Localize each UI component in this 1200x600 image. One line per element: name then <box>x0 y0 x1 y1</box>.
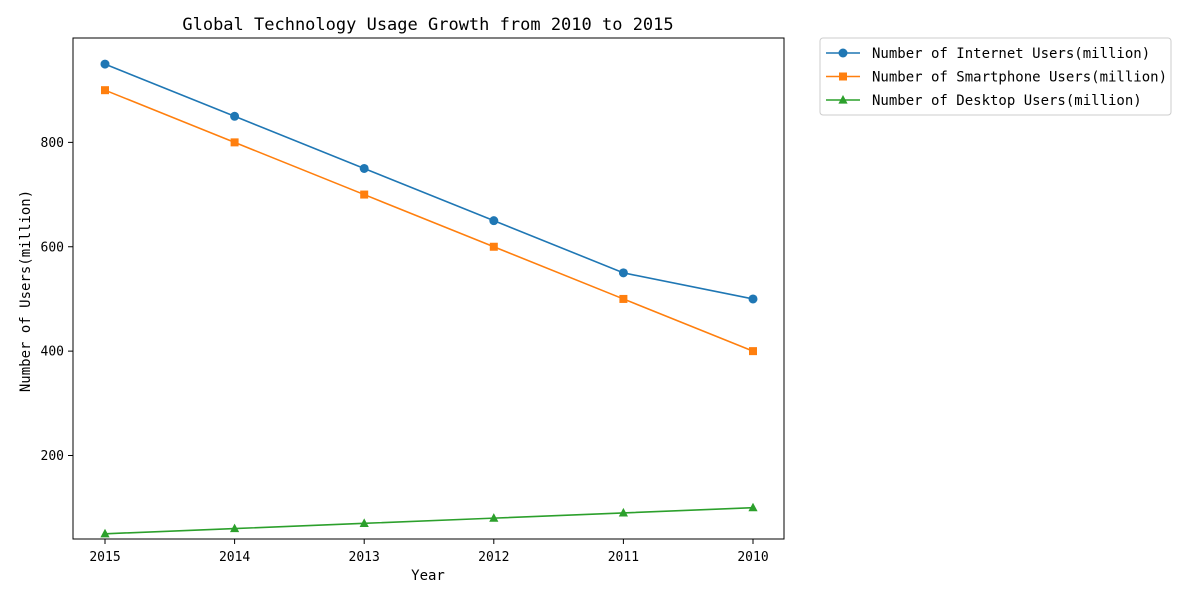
series-point <box>618 507 628 517</box>
legend-entry-label: Number of Smartphone Users(million) <box>872 70 1167 86</box>
series-point <box>230 523 240 533</box>
series-point <box>101 86 109 95</box>
series-point <box>748 294 758 304</box>
x-tick-label: 2013 <box>349 550 380 565</box>
legend-entry-label: Number of Internet Users(million) <box>872 46 1150 62</box>
series-1 <box>100 59 758 304</box>
chart-title: Global Technology Usage Growth from 2010… <box>182 15 673 35</box>
legend-frame <box>819 37 1172 116</box>
data-series <box>100 59 758 538</box>
series-point <box>749 347 757 356</box>
legend-entry-label: Number of Desktop Users(million) <box>872 93 1142 109</box>
x-tick-label: 2010 <box>737 550 768 565</box>
series-point <box>489 216 499 226</box>
y-tick-label: 400 <box>41 345 64 360</box>
series-point <box>100 528 110 538</box>
x-axis-label: Year <box>411 568 445 584</box>
series-line <box>104 63 754 300</box>
x-tick-label: 2011 <box>608 550 639 565</box>
legend: Number of Internet Users(million) Number … <box>819 37 1172 116</box>
series-point <box>100 59 110 69</box>
plot-area-frame <box>72 37 785 540</box>
legend-marker <box>838 95 848 104</box>
series-point <box>489 513 499 522</box>
series-point <box>230 111 240 121</box>
series-point <box>360 190 369 199</box>
series-point <box>619 294 628 303</box>
y-tick-label: 200 <box>41 449 64 464</box>
x-tick-label: 2014 <box>219 550 250 565</box>
axes <box>72 37 785 540</box>
legend-marker <box>839 72 847 81</box>
legend-marker <box>838 48 848 58</box>
series-point <box>359 163 369 173</box>
series-point <box>489 242 498 251</box>
series-point <box>230 138 239 147</box>
series-line <box>104 89 754 352</box>
axis-ticks: 2015 2014 2013 2012 2011 2010 200 400 600 800 <box>41 136 769 565</box>
y-tick-label: 800 <box>41 136 64 151</box>
series-point <box>748 502 758 512</box>
x-tick-label: 2015 <box>89 550 120 565</box>
series-3 <box>100 502 758 538</box>
x-tick-label: 2012 <box>478 550 509 565</box>
series-point <box>618 268 628 278</box>
y-tick-label: 600 <box>41 240 64 255</box>
y-axis-label: Number of Users(million) <box>18 190 34 392</box>
series-2 <box>101 86 757 356</box>
series-point <box>359 518 369 527</box>
series-line <box>104 506 754 535</box>
